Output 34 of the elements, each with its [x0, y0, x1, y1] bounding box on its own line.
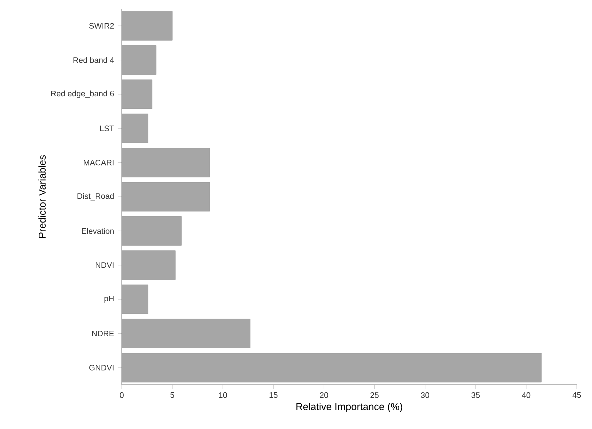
bar [122, 114, 148, 144]
x-tick-label: 30 [421, 392, 430, 398]
y-tick-label: MACARI [84, 160, 114, 166]
y-tick-label: Dist_Road [78, 193, 114, 201]
y-tick-label: LST [100, 126, 114, 132]
y-tick-label: GNDVI [90, 365, 114, 371]
y-axis-title: Predictor Variables [38, 156, 46, 238]
bar [122, 250, 176, 280]
bar [122, 46, 157, 75]
bar [122, 11, 173, 41]
bar [122, 148, 210, 178]
bar [122, 216, 182, 246]
x-tick-label: 40 [522, 392, 531, 398]
bar [122, 319, 251, 348]
bar [122, 284, 148, 314]
bar [122, 353, 542, 383]
x-tick-label: 35 [472, 392, 480, 398]
x-tick-label: 25 [370, 392, 379, 398]
y-tick-label: NDRE [92, 330, 114, 336]
y-tick-label: Red band 4 [74, 57, 114, 64]
y-tick-label: Red edge_band 6 [52, 90, 114, 98]
x-tick-label: 10 [219, 392, 228, 398]
x-tick-label: 15 [270, 392, 278, 398]
x-tick-label: 5 [170, 392, 174, 398]
x-tick-label: 45 [572, 392, 582, 398]
bar [122, 182, 210, 212]
bar [122, 80, 153, 110]
y-tick-label: Elevation [82, 228, 114, 234]
y-tick-label: SWIR2 [89, 23, 114, 29]
y-tick-label: NDVI [96, 262, 114, 268]
y-tick-label: pH [104, 296, 114, 304]
x-axis-title: Relative Importance (%) [296, 403, 402, 412]
x-tick-label: 0 [120, 392, 124, 398]
x-tick-label: 20 [320, 392, 328, 398]
